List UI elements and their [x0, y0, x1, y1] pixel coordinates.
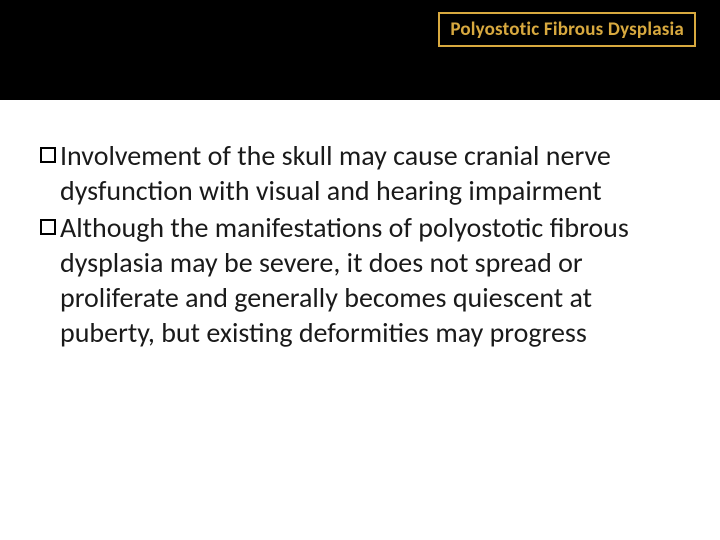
bullet-text: Although the manifestations of polyostot…: [60, 210, 680, 350]
content-area: Involvement of the skull may cause crani…: [0, 100, 720, 350]
header-bar: Polyostotic Fibrous Dysplasia: [0, 0, 720, 100]
slide-title: Polyostotic Fibrous Dysplasia: [438, 12, 696, 47]
square-bullet-icon: [40, 147, 56, 163]
square-bullet-icon: [40, 219, 56, 235]
list-item: Although the manifestations of polyostot…: [40, 210, 680, 350]
list-item: Involvement of the skull may cause crani…: [40, 138, 680, 208]
bullet-text: Involvement of the skull may cause crani…: [60, 138, 680, 208]
